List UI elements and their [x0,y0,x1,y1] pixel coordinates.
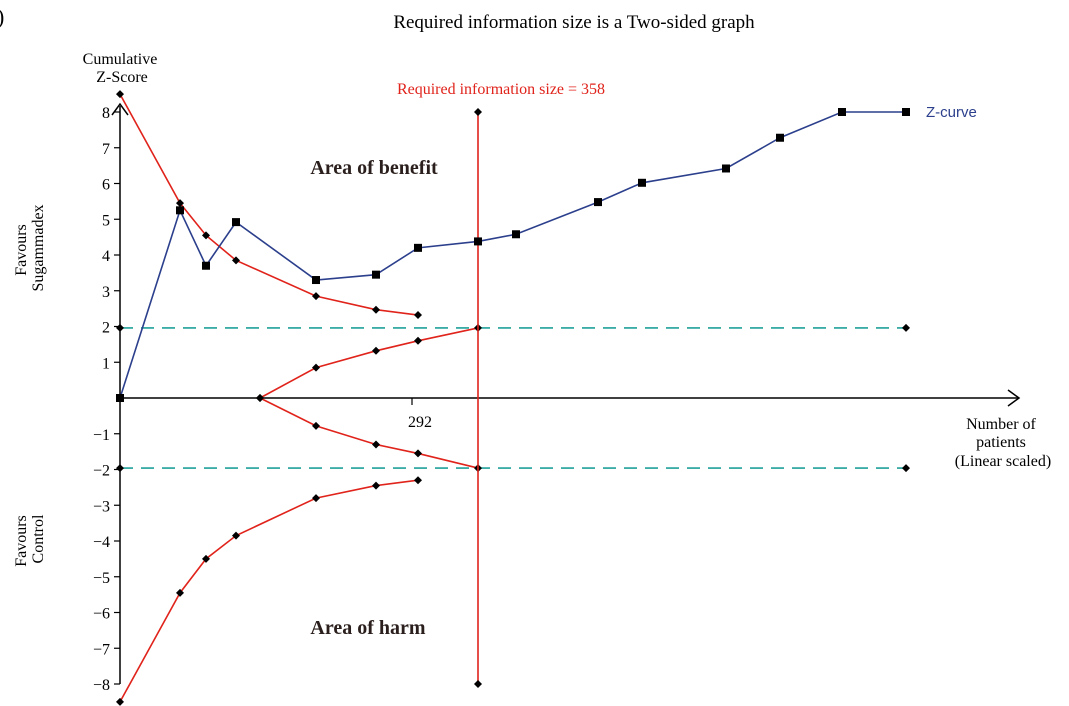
y-tick-label: −5 [93,570,110,587]
boundary-point [176,588,184,597]
boundary-point [232,256,240,265]
boundary-point [116,697,124,706]
boundary-point [414,476,422,485]
boundary-line [119,479,419,703]
z-curve-point [838,108,846,116]
boundary-point [372,346,380,355]
z-curve-point [176,206,184,215]
x-tick-label-292: 292 [408,414,432,431]
z-curve-point [776,133,784,142]
axes [111,102,1021,684]
threshold-end-marker [902,323,910,332]
z-curve-point [202,261,210,270]
boundary-point [372,305,380,314]
y-tick-label: 4 [102,248,110,265]
boundary-point [312,292,320,301]
z-curve-point [512,230,520,239]
chart-title: Required information size is a Two-sided… [393,12,755,33]
z-curve-point [638,178,646,187]
threshold-end-marker [902,464,910,473]
boundary-point [312,494,320,503]
y-tick-label: −2 [93,463,110,480]
z-curve-point [594,198,602,207]
boundary-point [232,531,240,540]
boundary-point [414,449,422,458]
y-tick-label: 2 [102,320,110,337]
favours-control-label: Favours Control [13,511,47,567]
y-tick-label: 7 [102,141,110,158]
z-curve-point [474,237,482,246]
boundary-point [414,311,422,320]
y-axis-ticks: 8 7 6 5 4 3 2 1 −1 −2 −3 −4 −5 −6 −7 −8 [93,105,120,694]
z-curve-point [372,270,380,279]
z-curve-point [116,394,124,402]
boundary-point [474,108,482,116]
boundary-point [202,554,210,563]
y-tick-label: 3 [102,284,110,301]
y-tick-label: 1 [102,355,110,372]
z-curve-point [312,276,320,285]
z-curve-point [414,243,422,252]
boundary-point [312,421,320,430]
z-curve-line [119,111,906,399]
y-tick-label: −8 [93,677,110,694]
boundary-point [256,394,264,402]
z-curve-label: Z-curve [926,104,977,121]
y-tick-label: 6 [102,177,110,194]
boundary-point [414,336,422,345]
favours-sugammadex-label: Favours Sugammadex [13,204,47,291]
boundary-line [119,93,419,316]
y-tick-label: 5 [102,212,110,229]
series-layer [116,90,910,706]
boundary-point [474,680,482,688]
boundary-point [372,440,380,449]
threshold-lines [116,323,910,473]
x-axis-label: Number of patients (Linear scaled) [955,416,1051,470]
boundary-point [312,363,320,372]
boundary-point [202,231,210,240]
area-of-harm-label: Area of harm [310,617,425,639]
boundary-point [176,199,184,208]
boundary-point [372,481,380,490]
panel-label: ) [0,4,4,29]
ris-label: Required information size = 358 [397,81,605,98]
boundary-point [116,90,124,99]
y-tick-label: −4 [93,534,110,551]
z-curve-point [722,164,730,173]
x-axis-arrow [1007,389,1021,407]
y-tick-label: −7 [93,641,110,658]
boundary-line [259,327,479,399]
z-curve-point [902,108,910,116]
y-tick-label: 8 [102,105,110,122]
y-tick-label: −6 [93,606,110,623]
area-of-benefit-label: Area of benefit [310,157,438,179]
y-axis-label: Cumulative Z-Score [83,51,162,86]
y-axis-arrow [111,102,129,116]
z-curve-point [232,218,240,227]
boundary-line [259,397,479,469]
y-tick-label: −3 [93,498,110,515]
y-tick-label: −1 [93,427,110,444]
